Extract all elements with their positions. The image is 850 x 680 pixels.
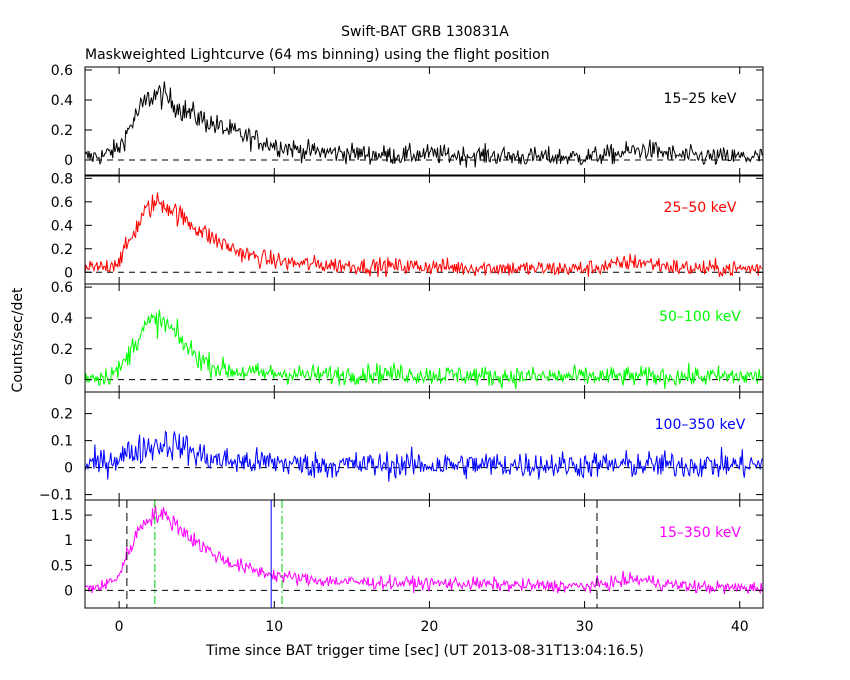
x-tick-label: 40: [731, 619, 749, 635]
y-tick-label: 0.2: [51, 242, 73, 258]
band-label: 15–25 keV: [664, 91, 737, 107]
panel-frame: [84, 66, 764, 176]
series-line: [85, 81, 763, 168]
y-tick-label: 1.5: [51, 508, 73, 524]
y-tick-label: 0.2: [51, 123, 73, 139]
panel-frame: [84, 283, 764, 393]
series-line: [85, 505, 763, 595]
y-tick-label: 0.6: [51, 63, 73, 79]
y-tick-label: 0: [64, 461, 73, 477]
y-tick-label: 1: [64, 533, 73, 549]
y-tick-label: 0: [64, 265, 73, 281]
y-tick-label: 0: [64, 583, 73, 599]
y-tick-label: 0: [64, 373, 73, 389]
x-tick-label: 10: [265, 619, 283, 635]
chart-title: Swift-BAT GRB 130831A: [341, 24, 509, 40]
band-label: 100–350 keV: [655, 417, 746, 433]
x-tick-label: 30: [576, 619, 594, 635]
y-tick-label: 0.4: [51, 218, 73, 234]
series-line: [85, 309, 763, 389]
y-tick-label: 0.1: [51, 434, 73, 450]
y-tick-label: 0.2: [51, 342, 73, 358]
y-tick-label: 0.6: [51, 280, 73, 296]
y-axis-label: Counts/sec/det: [10, 287, 26, 392]
panel-frame: [84, 499, 764, 609]
panel-3: −0.1 0 0.1 0.2 100–350 keV: [39, 391, 764, 504]
panels-group: 0 0.2 0.4 0.6 15–25 keV 0 0.2 0.4 0.6 0.8 25–50 ke…: [39, 63, 764, 635]
panel-1: 0 0.2 0.4 0.6 0.8 25–50 keV: [51, 171, 764, 285]
y-tick-label: 0.4: [51, 311, 73, 327]
panel-4: 0 0.5 1 1.5 15–350 keV: [51, 499, 764, 609]
y-tick-label: 0: [64, 153, 73, 169]
x-axis-label: Time since BAT trigger time [sec] (UT 20…: [205, 643, 644, 659]
series-line: [85, 192, 763, 278]
panel-2: 0 0.2 0.4 0.6 50–100 keV: [51, 280, 764, 393]
panel-frame: [84, 391, 764, 501]
y-tick-label: −0.1: [39, 488, 73, 504]
y-tick-label: 0.4: [51, 93, 73, 109]
band-label: 50–100 keV: [659, 309, 741, 325]
y-tick-label: 0.6: [51, 195, 73, 211]
y-tick-label: 0.8: [51, 171, 73, 187]
panel-0: 0 0.2 0.4 0.6 15–25 keV: [51, 63, 764, 176]
band-label: 25–50 keV: [664, 200, 737, 216]
chart-subtitle: Maskweighted Lightcurve (64 ms binning) …: [85, 47, 550, 63]
x-tick-label: 0: [115, 619, 124, 635]
y-tick-label: 0.2: [51, 407, 73, 423]
series-line: [85, 430, 763, 482]
band-label: 15–350 keV: [659, 525, 741, 541]
y-tick-label: 0.5: [51, 558, 73, 574]
x-tick-label: 20: [421, 619, 439, 635]
